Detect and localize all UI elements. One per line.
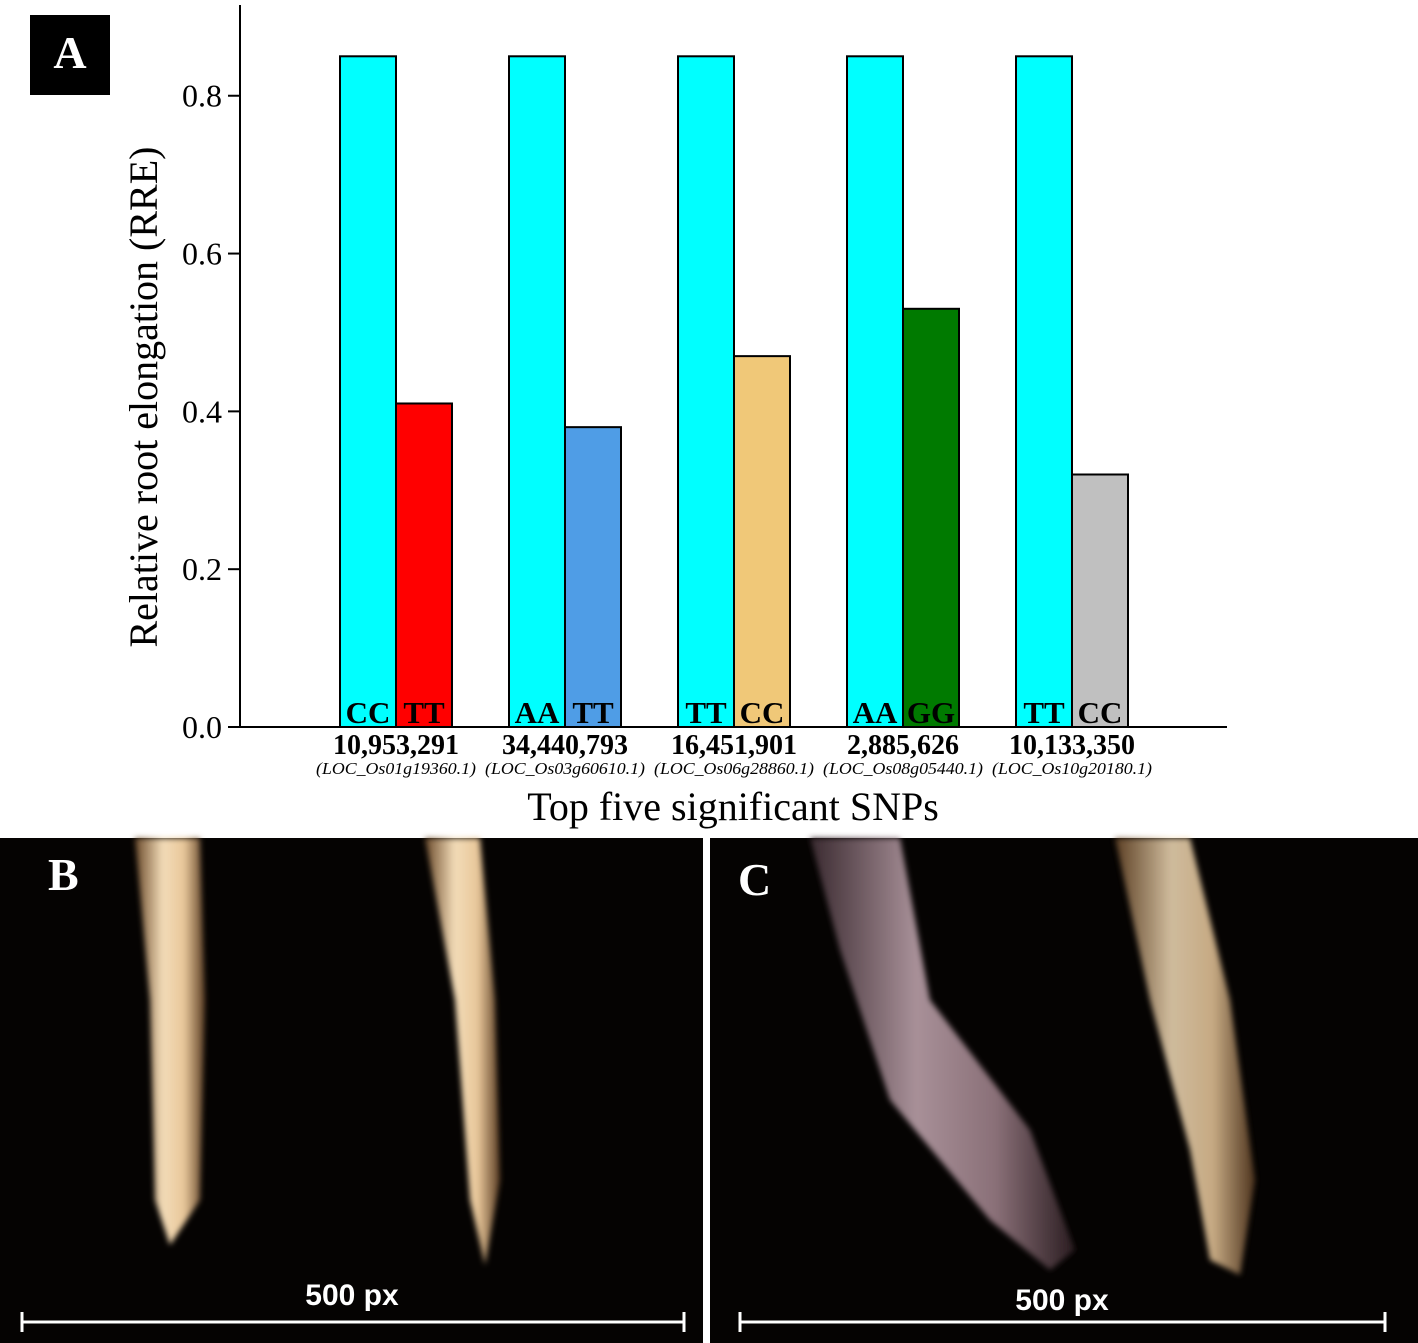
photo-background xyxy=(0,838,703,1343)
root xyxy=(135,838,205,1245)
snp-label: 16,451,901 xyxy=(671,730,797,761)
bar xyxy=(564,426,622,728)
root xyxy=(425,838,500,1265)
genotype-label: GG xyxy=(907,695,955,730)
genotype-label: CC xyxy=(346,695,391,730)
y-axis-title: Relative root elongation (RRE) xyxy=(121,147,166,648)
y-tick-label: 0.0 xyxy=(182,709,222,745)
bar xyxy=(395,402,453,728)
scale-label: 500 px xyxy=(1015,1284,1109,1317)
scale-label: 500 px xyxy=(305,1279,399,1312)
y-tick-label: 0.2 xyxy=(182,551,222,587)
snp-label: 10,953,291 xyxy=(333,730,459,761)
scale-bar xyxy=(738,1312,1387,1332)
photo-panel: C 500 px xyxy=(710,838,1418,1343)
y-tick-label: 0.8 xyxy=(182,78,222,114)
root xyxy=(810,838,1075,1270)
photo-background xyxy=(710,838,1418,1343)
locus-label: (LOC_Os08g05440.1) xyxy=(823,759,983,778)
panel-label-box xyxy=(30,15,110,95)
bar xyxy=(1015,55,1073,729)
genotype-label: CC xyxy=(740,695,785,730)
bar xyxy=(339,55,397,729)
bar xyxy=(677,55,735,729)
bar xyxy=(733,355,791,728)
y-tick-label: 0.4 xyxy=(182,393,222,429)
x-axis-title: Top five significant SNPs xyxy=(527,784,939,829)
bar xyxy=(846,55,904,729)
snp-label: 10,133,350 xyxy=(1009,730,1135,761)
genotype-label: TT xyxy=(685,695,727,730)
genotype-label: AA xyxy=(515,695,560,730)
genotype-label: TT xyxy=(572,695,614,730)
snp-label: 2,885,626 xyxy=(847,730,959,761)
genotype-label: CC xyxy=(1078,695,1123,730)
scale-bar xyxy=(20,1312,686,1332)
genotype-label: AA xyxy=(853,695,898,730)
bar xyxy=(1071,473,1129,728)
panel-label: C xyxy=(738,854,771,905)
locus-label: (LOC_Os01g19360.1) xyxy=(316,759,476,778)
y-tick-label: 0.6 xyxy=(182,236,222,272)
bar xyxy=(508,55,566,729)
genotype-label: TT xyxy=(1023,695,1065,730)
genotype-label: TT xyxy=(403,695,445,730)
panel-label: B xyxy=(48,849,79,900)
snp-label: 34,440,793 xyxy=(502,730,628,761)
root xyxy=(1115,838,1255,1275)
locus-label: (LOC_Os06g28860.1) xyxy=(654,759,814,778)
locus-label: (LOC_Os03g60610.1) xyxy=(485,759,645,778)
locus-label: (LOC_Os10g20180.1) xyxy=(992,759,1152,778)
photo-panel: B 500 px xyxy=(0,838,703,1343)
bar xyxy=(902,307,960,728)
panel-label: A xyxy=(53,27,86,78)
chart-panel: A Relative root elongation (RRE) Top fiv… xyxy=(30,5,1227,829)
